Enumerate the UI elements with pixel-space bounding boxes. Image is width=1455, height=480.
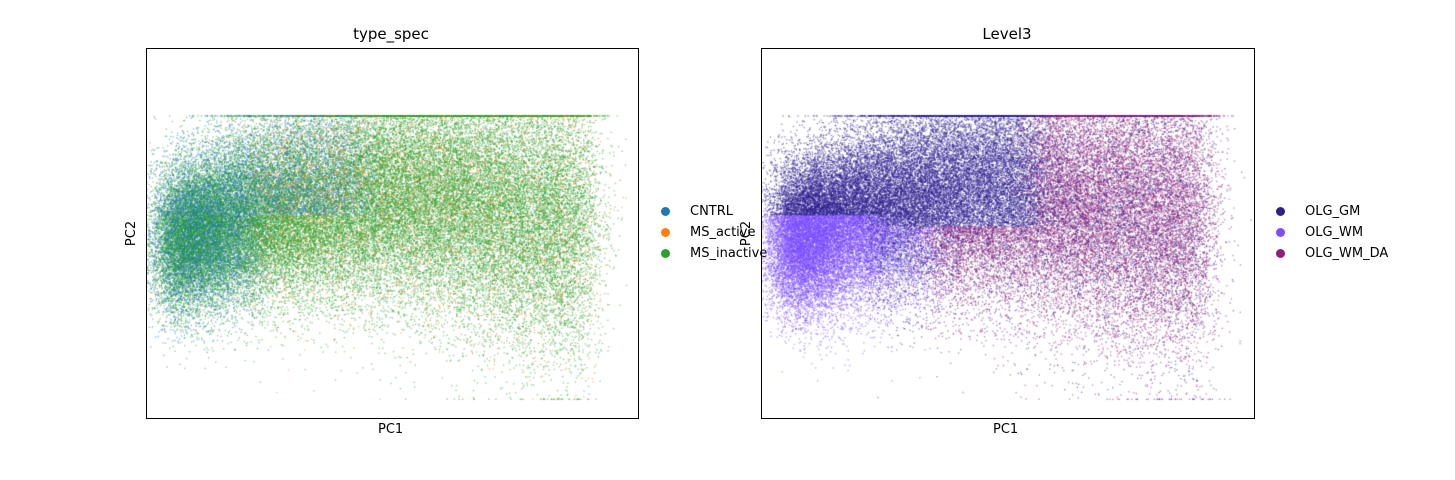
legend-label: CNTRL	[690, 204, 734, 219]
legend: CNTRL MS_active MS_inactive	[661, 201, 767, 264]
legend-label: MS_inactive	[690, 246, 768, 261]
legend-marker	[1276, 207, 1285, 216]
y-axis-label: PC2	[124, 220, 140, 247]
legend-item: MS_active	[661, 222, 767, 243]
legend-label: OLG_GM	[1305, 204, 1361, 219]
scatter-plot-area	[147, 49, 637, 417]
legend-marker	[661, 228, 670, 237]
legend: OLG_GM OLG_WM OLG_WM_DA	[1276, 201, 1388, 264]
plot-frame	[146, 48, 639, 419]
plot-frame	[761, 48, 1255, 419]
legend-label: OLG_WM_DA	[1305, 246, 1389, 261]
legend-item: MS_inactive	[661, 243, 767, 264]
scatter-plot-area	[762, 49, 1252, 417]
y-axis-label: PC2	[739, 220, 755, 247]
legend-marker	[1276, 249, 1285, 258]
legend-item: OLG_WM	[1276, 222, 1388, 243]
legend-label: OLG_WM	[1305, 225, 1364, 240]
legend-marker	[661, 249, 670, 258]
legend-item: OLG_WM_DA	[1276, 243, 1388, 264]
legend-item: OLG_GM	[1276, 201, 1388, 222]
legend-marker	[661, 207, 670, 216]
x-axis-label: PC1	[993, 422, 1019, 437]
legend-marker	[1276, 228, 1285, 237]
x-axis-label: PC1	[378, 422, 404, 437]
chart-title: Level3	[982, 25, 1032, 43]
legend-label: MS_active	[690, 225, 756, 240]
legend-item: CNTRL	[661, 201, 767, 222]
chart-title: type_spec	[353, 25, 429, 43]
